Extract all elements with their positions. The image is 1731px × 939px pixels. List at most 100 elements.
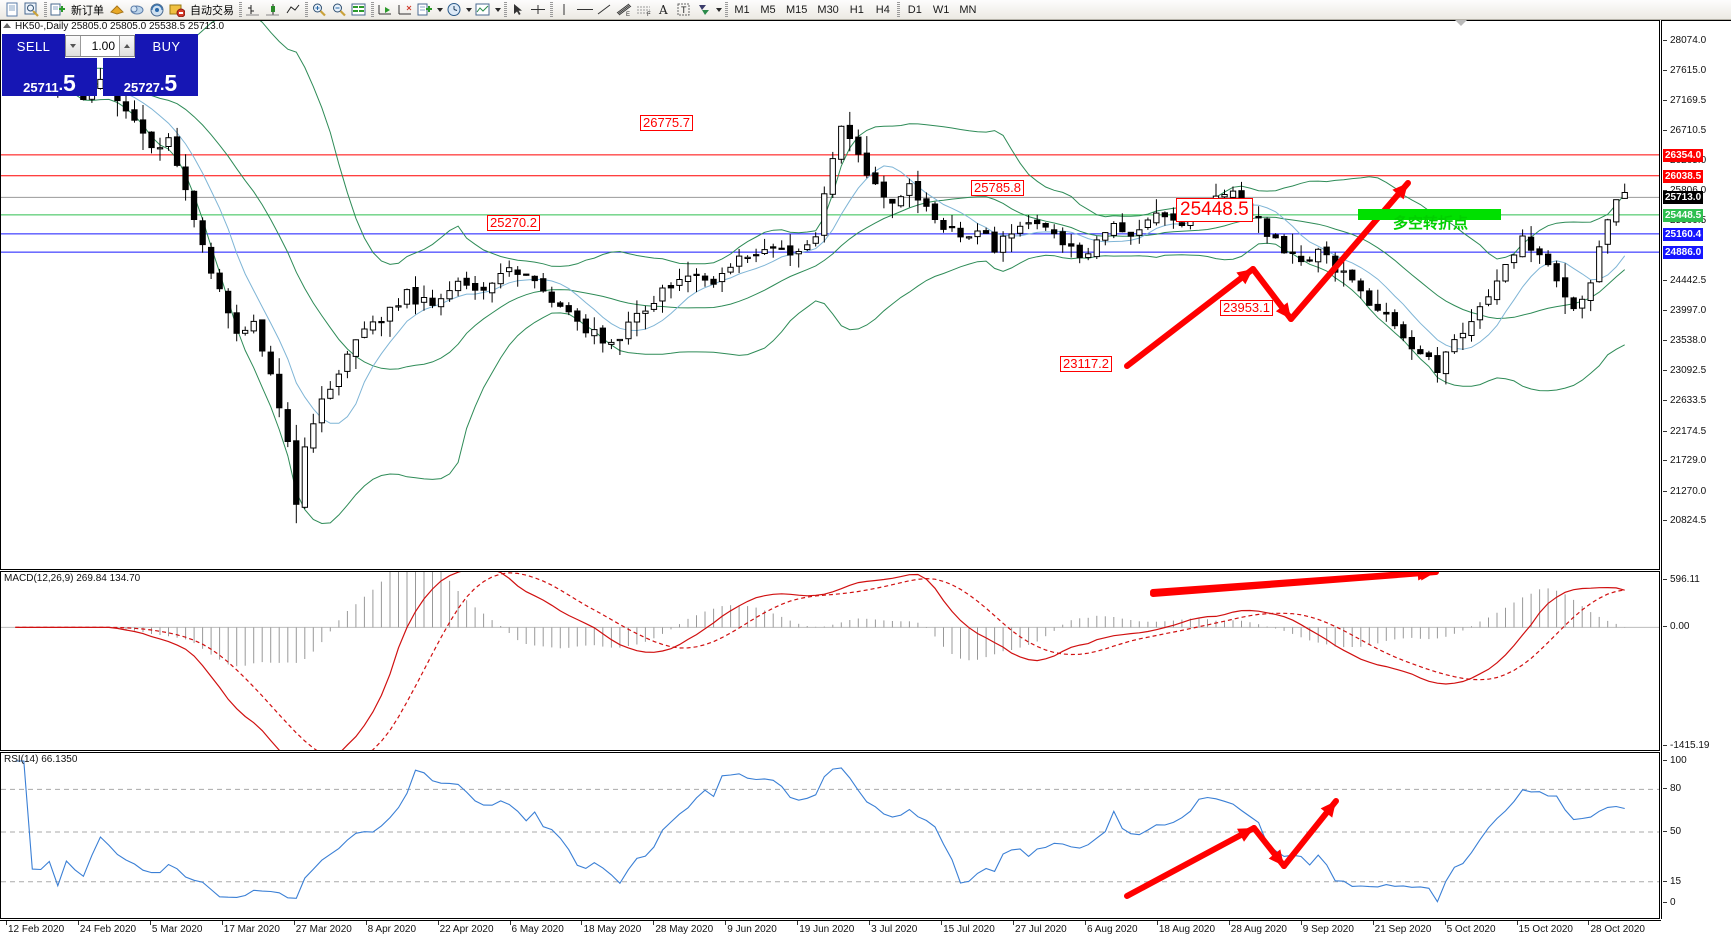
price-tick: 24442.5: [1662, 275, 1731, 287]
autotrading-label[interactable]: 自动交易: [190, 4, 234, 17]
timeframe-w1[interactable]: W1: [932, 3, 950, 16]
signals-icon[interactable]: [147, 1, 167, 19]
sell-button[interactable]: SELL: [2, 34, 65, 58]
crosshair-icon[interactable]: [528, 1, 548, 19]
price-tag-resistance-line[interactable]: 26354.0: [1663, 148, 1704, 162]
candlestick-icon[interactable]: [263, 1, 283, 19]
time-scale[interactable]: 12 Feb 2020 24 Feb 2020 5 Mar 2020 17 Mar 2…: [0, 920, 1661, 939]
vertical-line-icon[interactable]: [554, 1, 574, 19]
price-scale[interactable]: 28074.027615.027169.526710.526265.025806…: [1661, 20, 1731, 919]
price-annotation[interactable]: 25270.2: [487, 215, 540, 231]
time-tick: [653, 921, 655, 925]
price-chart-pane[interactable]: [0, 20, 1660, 570]
price-tag-last-price[interactable]: 25713.0: [1663, 191, 1704, 205]
buy-button[interactable]: BUY: [135, 34, 198, 58]
timeframe-d1[interactable]: D1: [907, 3, 922, 16]
timeframe-h4[interactable]: H4: [875, 3, 890, 16]
new-chart-icon[interactable]: [2, 1, 22, 19]
price-annotation[interactable]: 26775.7: [640, 115, 693, 131]
price-tick: 22633.5: [1662, 395, 1731, 407]
time-tick: [869, 921, 871, 925]
timeframe-m30[interactable]: M30: [817, 3, 839, 16]
time-tick: [1156, 921, 1158, 925]
time-tick: [221, 921, 223, 925]
volume-stepper[interactable]: 1.00: [65, 35, 135, 57]
volume-decrement-icon[interactable]: [66, 36, 81, 56]
price-tick: 25806.0: [1662, 185, 1731, 197]
timeframe-h1[interactable]: H1: [849, 3, 864, 16]
autoscroll-icon[interactable]: [375, 1, 395, 19]
price-tick: 27615.0: [1662, 65, 1731, 77]
time-tick: [725, 921, 727, 925]
price-tag-level-line[interactable]: 24886.0: [1663, 246, 1704, 260]
bar-chart-icon[interactable]: [243, 1, 263, 19]
price-annotation[interactable]: 25448.5: [1176, 198, 1253, 222]
chart-shift-marker-icon[interactable]: [1455, 20, 1467, 26]
expert-advisor-icon[interactable]: [167, 1, 187, 19]
time-label: 24 Feb 2020: [79, 924, 137, 935]
price-tag-level-line[interactable]: 25160.4: [1663, 227, 1704, 241]
price-annotation[interactable]: 23117.2: [1060, 356, 1113, 372]
period-dropdown-icon[interactable]: [464, 1, 473, 19]
volume-value[interactable]: 1.00: [91, 39, 115, 53]
search-icon[interactable]: [22, 1, 42, 19]
indicators-icon[interactable]: [415, 1, 435, 19]
templates-dropdown-icon[interactable]: [493, 1, 502, 19]
support-zone-rectangle[interactable]: [1358, 208, 1501, 220]
rsi-plot-area[interactable]: [1, 753, 1659, 918]
price-annotation[interactable]: 25785.8: [971, 180, 1024, 196]
time-label: 18 May 2020: [583, 924, 642, 935]
price-tick: 26710.5: [1662, 125, 1731, 137]
gold-icon[interactable]: [107, 1, 127, 19]
shapes-icon[interactable]: [694, 1, 714, 19]
cloud-icon[interactable]: [127, 1, 147, 19]
price-tag-support-line[interactable]: 25448.5: [1663, 208, 1704, 222]
buy-price[interactable]: 25727 . 5: [103, 58, 198, 96]
time-label: 15 Jul 2020: [943, 924, 995, 935]
timeframe-m15[interactable]: M15: [786, 3, 808, 16]
indicator-tick: 100: [1662, 755, 1731, 767]
label-icon[interactable]: T: [674, 1, 694, 19]
time-label: 28 Aug 2020: [1230, 924, 1287, 935]
time-tick: [6, 921, 7, 925]
line-chart-icon[interactable]: [283, 1, 303, 19]
data-window-icon[interactable]: [349, 1, 369, 19]
period-clock-icon[interactable]: [444, 1, 464, 19]
time-label: 22 Apr 2020: [439, 924, 494, 935]
templates-icon[interactable]: [473, 1, 493, 19]
shapes-dropdown-icon[interactable]: [714, 1, 723, 19]
trendline-icon[interactable]: [594, 1, 614, 19]
new-order-icon[interactable]: [48, 1, 68, 19]
sell-price[interactable]: 25711 . 5: [2, 58, 97, 96]
time-label: 19 Jun 2020: [799, 924, 855, 935]
zoom-in-icon[interactable]: [309, 1, 329, 19]
macd-pane[interactable]: MACD(12,26,9) 269.84 134.70: [0, 571, 1660, 751]
indicator-tick: 0: [1662, 897, 1731, 909]
fibonacci-icon[interactable]: E: [614, 1, 634, 19]
indicator-tick: 15: [1662, 876, 1731, 888]
horizontal-line-icon[interactable]: [574, 1, 594, 19]
time-label: 6 Aug 2020: [1086, 924, 1138, 935]
timeframe-m1[interactable]: M1: [734, 3, 750, 16]
chart-shift-icon[interactable]: [395, 1, 415, 19]
text-icon[interactable]: A: [654, 1, 674, 19]
rsi-pane[interactable]: RSI(14) 66.1350: [0, 752, 1660, 919]
price-plot-area[interactable]: [1, 21, 1659, 569]
indicators-dropdown-icon[interactable]: [435, 1, 444, 19]
one-click-trading-panel[interactable]: SELL 1.00 BUY 25711 . 5 25727 . 5: [2, 34, 198, 96]
macd-plot-area[interactable]: [1, 572, 1659, 750]
price-tag-resistance-line[interactable]: 26038.5: [1663, 169, 1704, 183]
svg-text:T: T: [681, 5, 687, 15]
volume-increment-icon[interactable]: [119, 36, 134, 56]
time-tick: [797, 921, 799, 925]
timeframe-mn[interactable]: MN: [959, 3, 977, 16]
price-annotation[interactable]: 23953.1: [1220, 300, 1273, 316]
buy-price-integer: 25727: [123, 80, 160, 95]
zoom-out-icon[interactable]: [329, 1, 349, 19]
time-tick: [1300, 921, 1302, 925]
new-order-label[interactable]: 新订单: [71, 4, 104, 17]
chinese-annotation-note[interactable]: 多空转折点: [1393, 215, 1469, 232]
cursor-icon[interactable]: [508, 1, 528, 19]
timeframe-m5[interactable]: M5: [760, 3, 776, 16]
fib-channel-icon[interactable]: F: [634, 1, 654, 19]
